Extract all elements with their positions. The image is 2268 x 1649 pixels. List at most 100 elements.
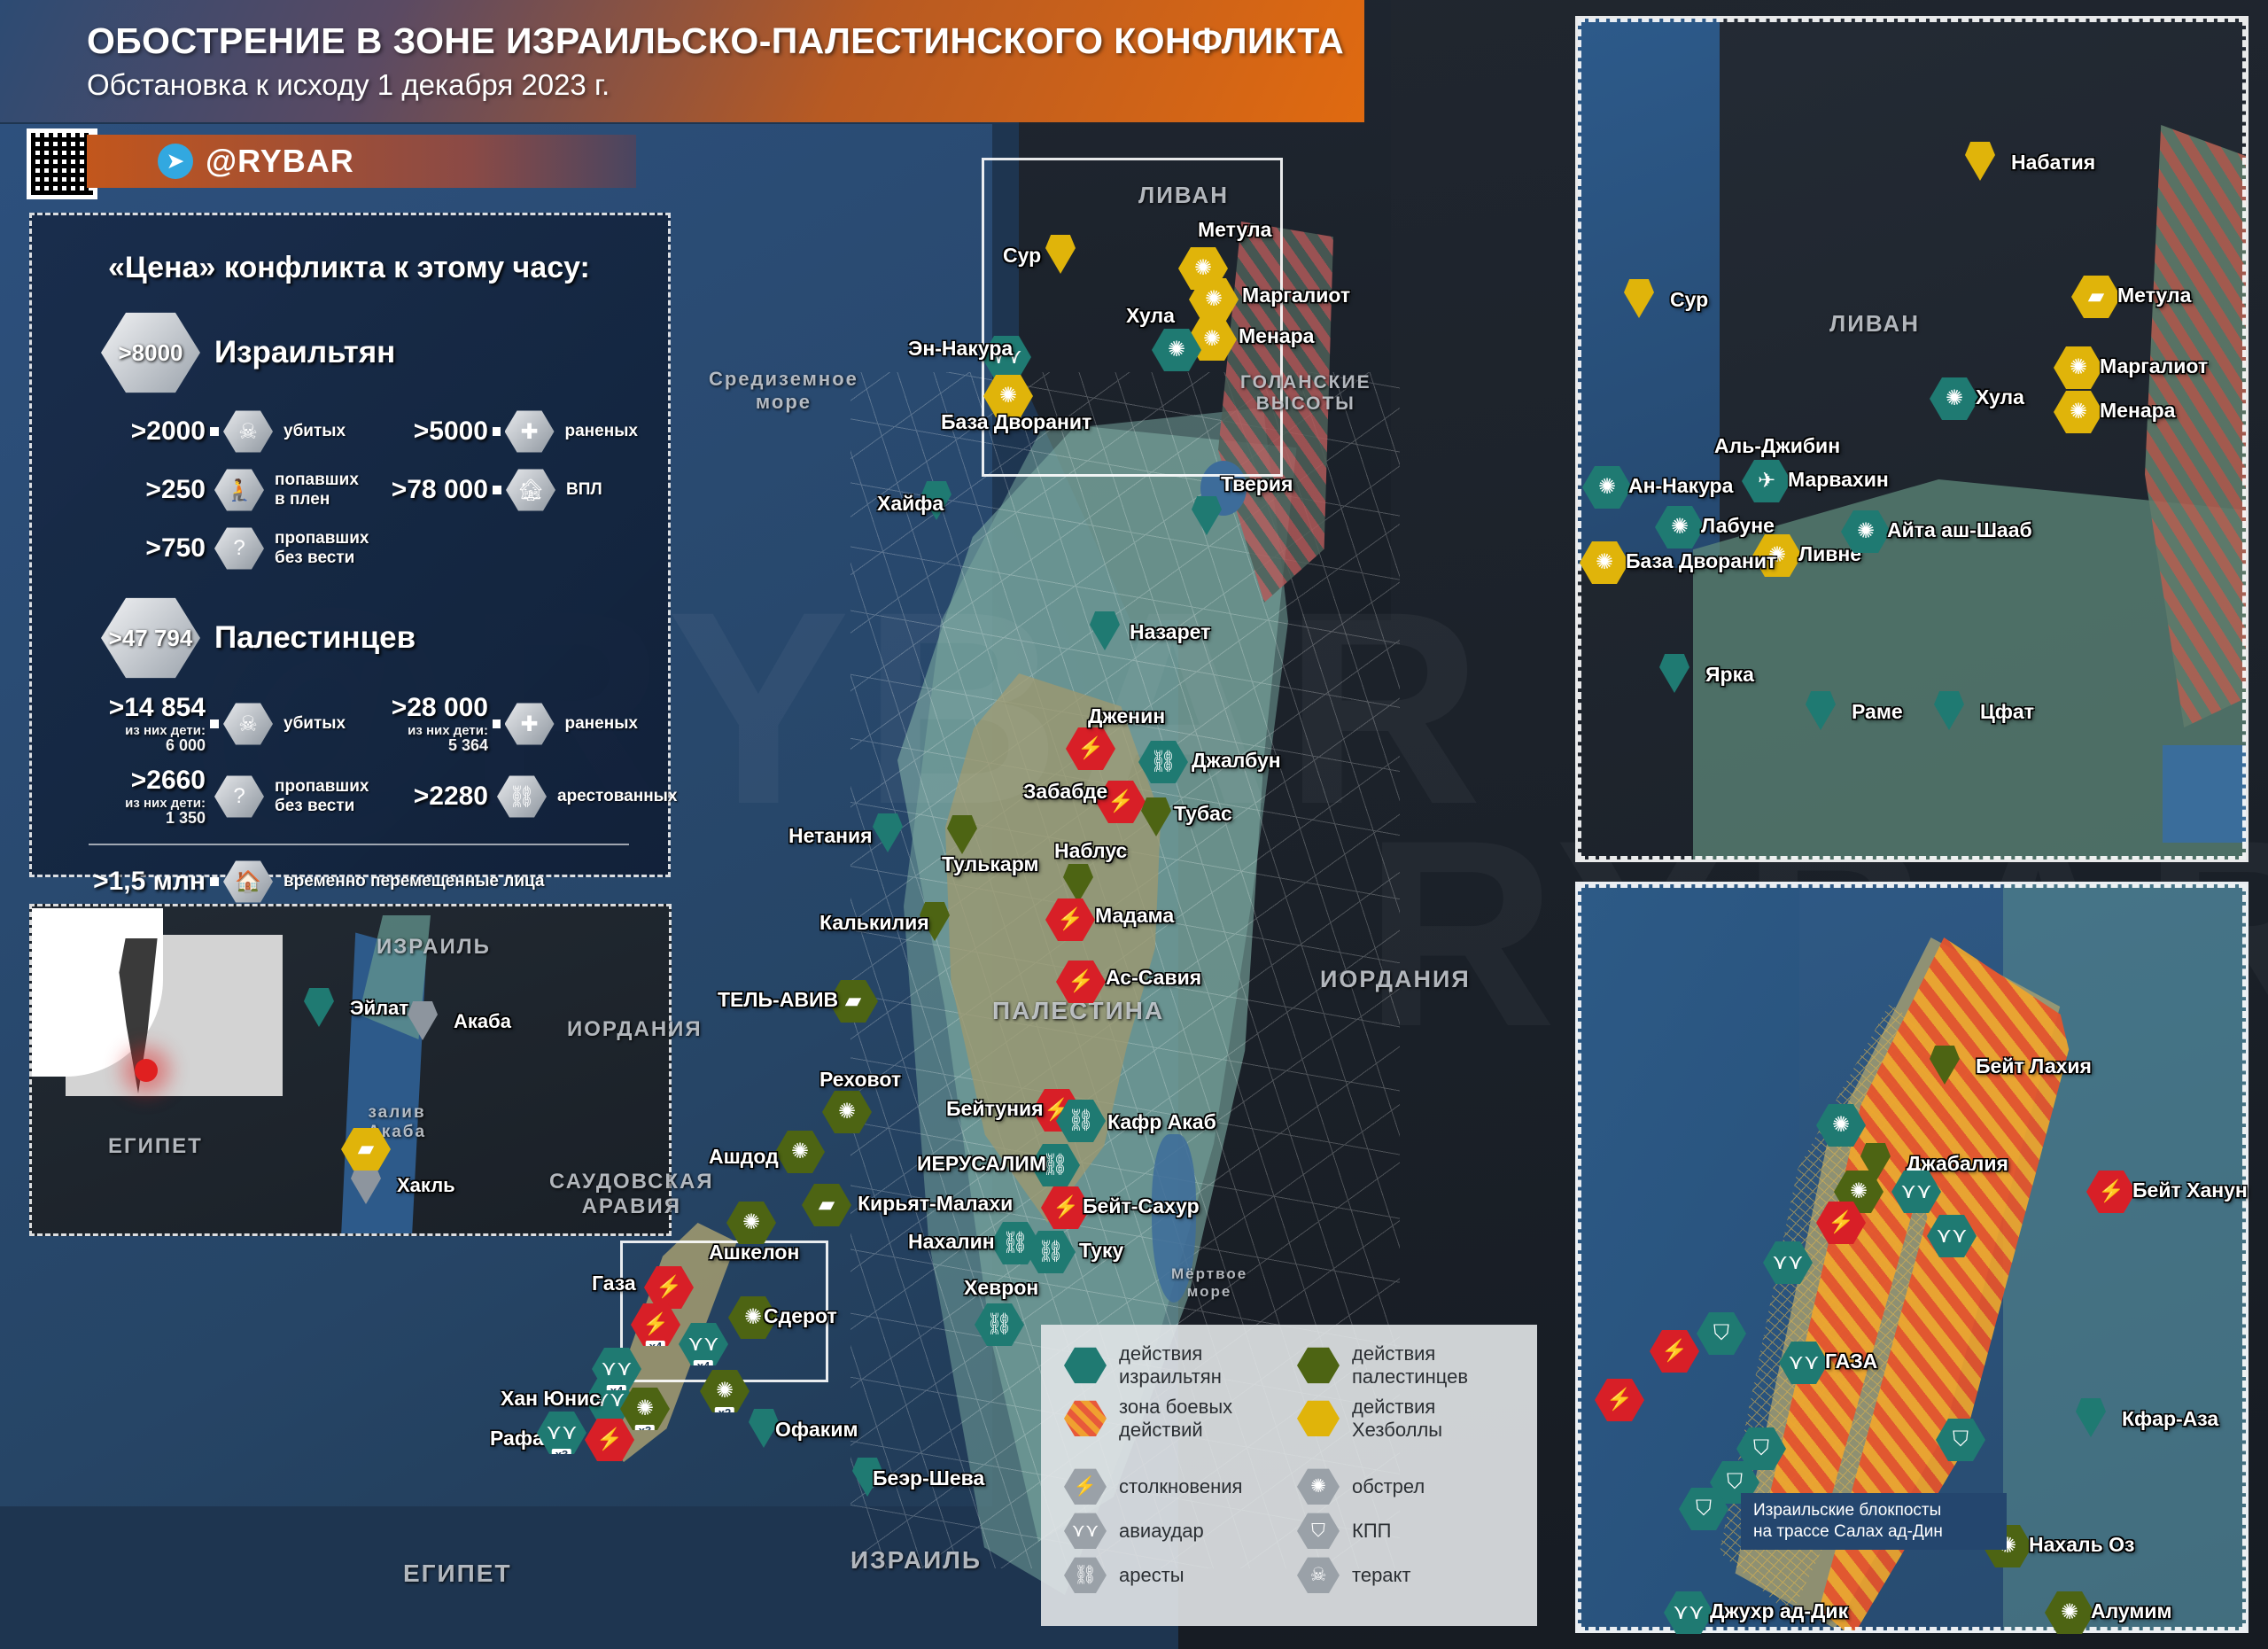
dead-sea — [1152, 1134, 1196, 1303]
place-label: Раме — [1852, 700, 1903, 723]
map-marker-explosion-icon[interactable]: ✺ — [983, 375, 1033, 417]
stat-cell: >14 854 из них дети: 6 000 ☠ убитых — [73, 695, 355, 754]
map-marker-explosion-icon[interactable]: ✺ — [1655, 506, 1705, 548]
stat-value: >250 — [145, 475, 206, 504]
stats-footer-row: >1,5 млн 🏠 временно перемещенные лица — [73, 860, 638, 904]
place-label: Газа — [592, 1272, 636, 1295]
stat-caption: арестованных — [557, 787, 678, 806]
map-marker-airstrike-icon[interactable]: ⋎⋎ — [1763, 1241, 1813, 1284]
place-label: Ан-Накура — [1628, 474, 1734, 497]
map-marker-handcuffs-icon[interactable]: ⛓ — [1026, 1231, 1076, 1273]
place-label: Менара — [2100, 399, 2176, 422]
legend-item: ⋎⋎ авиаудар — [1064, 1513, 1281, 1550]
skull-icon: ☠ — [223, 410, 273, 453]
map-marker-tank-icon[interactable]: ▰ — [341, 1128, 391, 1171]
map-marker-airstrike-icon[interactable]: ⋎⋎ — [982, 336, 1031, 378]
cross-icon: ✚ — [504, 703, 555, 745]
map-marker-handcuffs-icon[interactable]: ⛓ — [975, 1303, 1024, 1346]
place-label: Тубас — [1174, 802, 1232, 825]
map-marker-lightning-icon[interactable]: ⚡ — [1595, 1379, 1644, 1421]
country-label: ЛИВАН — [1829, 310, 1920, 337]
legend-label: действия израильтян — [1119, 1342, 1222, 1388]
palestinians-rows: >14 854 из них дети: 6 000 ☠ убитых >28 0… — [73, 695, 678, 827]
legend-label: аресты — [1119, 1563, 1184, 1586]
map-marker-lightning-icon[interactable]: ⚡ — [1650, 1330, 1699, 1373]
place-label: Маргалиот — [2100, 354, 2209, 377]
legend-item: действия Хезболлы — [1297, 1396, 1514, 1442]
place-label: Калькилия — [819, 911, 929, 934]
map-marker-checkpoint-icon[interactable]: ⛉ — [1679, 1488, 1728, 1530]
map-marker-drone-icon[interactable]: ✈ — [1742, 460, 1791, 502]
place-label: Кирьят-Малахи — [858, 1192, 1014, 1215]
map-marker-handcuffs-icon[interactable]: ⛓ — [1030, 1144, 1080, 1186]
country-label: Мёртвое море — [1171, 1265, 1248, 1300]
stat-value: >750 — [145, 533, 206, 563]
country-label: ЕГИПЕТ — [108, 1134, 203, 1158]
map-marker-handcuffs-icon[interactable]: ⛓ — [1056, 1100, 1106, 1142]
stats-group-israelis: >8000 Израильтян — [101, 310, 638, 395]
marker-count-badge: x3 — [551, 1449, 572, 1454]
map-marker-explosion-icon[interactable]: ✺ — [1152, 329, 1201, 371]
page-subtitle: Обстановка к исходу 1 декабря 2023 г. — [87, 68, 610, 101]
place-label: Мадама — [1095, 904, 1175, 927]
place-label: Хеврон — [964, 1276, 1039, 1299]
place-label: Офаким — [775, 1418, 858, 1441]
stat-value: >78 000 — [391, 475, 488, 504]
map-marker-checkpoint-icon[interactable]: ⛉ — [1697, 1312, 1746, 1355]
place-label: Хула — [1126, 304, 1175, 327]
place-label: Аль-Джибин — [1714, 434, 1841, 457]
stat-value: >5000 — [413, 416, 488, 446]
stat-value: >2280 — [413, 782, 488, 811]
handcuffs-icon: ⛓ — [497, 775, 547, 818]
map-marker-explosion-icon[interactable]: ✺ — [1582, 466, 1632, 509]
place-label: ГАЗА — [1825, 1350, 1878, 1373]
place-label: Ашкелон — [709, 1241, 800, 1264]
map-marker-handcuffs-icon[interactable]: ⛓ — [1138, 741, 1188, 783]
place-label: Эйлат — [350, 997, 409, 1019]
map-marker-lightning-icon[interactable]: ⚡ — [1066, 727, 1115, 770]
stat-caption: пропавших без вести — [275, 777, 369, 815]
marker-count-badge: x4 — [693, 1360, 714, 1365]
lebanon-border-inset — [1575, 16, 2249, 862]
place-label: Хан Юнис — [501, 1387, 601, 1410]
legend-item: ☠ теракт — [1297, 1557, 1514, 1594]
stat-cell: >250 🧎 попавших в плен — [73, 468, 359, 512]
map-marker-airstrike-icon[interactable]: ⋎⋎ — [1664, 1591, 1713, 1634]
hexagon-olive-icon — [1297, 1347, 1340, 1384]
brand-bar[interactable]: ➤ @RYBAR — [87, 135, 636, 188]
map-marker-lightning-icon[interactable]: ⚡ — [1096, 781, 1146, 823]
map-marker-lightning-icon[interactable]: ⚡ — [1045, 898, 1095, 941]
israelis-total-hex: >8000 — [101, 312, 200, 393]
map-marker-explosion-icon[interactable]: ✺ — [1752, 534, 1802, 577]
country-label: ИОРДАНИЯ — [567, 1017, 703, 1041]
legend-label: теракт — [1352, 1563, 1411, 1586]
stat-caption: убитых — [284, 422, 346, 441]
stat-caption: раненых — [564, 714, 639, 734]
map-marker-airstrike-icon[interactable]: ⋎⋎ — [1779, 1342, 1829, 1384]
legend-label: зона боевых действий — [1119, 1395, 1233, 1441]
map-marker-explosion-icon[interactable]: ✺ — [1580, 541, 1629, 584]
place-label: Ас-Савия — [1106, 966, 1202, 989]
place-label: Хайфа — [877, 492, 944, 515]
place-label: Беэр-Шева — [873, 1466, 985, 1490]
stat-value: >1,5 млн — [93, 867, 206, 896]
legend-label: действия палестинцев — [1352, 1342, 1469, 1388]
stats-row: >2000 ☠ убитых >5000 ✚ раненых — [73, 409, 638, 454]
casualty-stats-panel: «Цена» конфликта к этому часу: >8000 Изр… — [29, 213, 678, 903]
israelis-rows: >2000 ☠ убитых >5000 ✚ раненых >250 🧎 — [73, 409, 638, 571]
place-label: Менара — [1239, 324, 1315, 347]
place-label: Туку — [1079, 1239, 1124, 1262]
marker-count-badge: x3 — [634, 1425, 656, 1430]
place-label: Метула — [1198, 218, 1272, 241]
place-label: Назарет — [1130, 620, 1211, 643]
skull-icon: ☠ — [223, 703, 273, 745]
map-marker-lightning-icon[interactable]: ⚡ — [1041, 1186, 1091, 1229]
stat-cell: >28 000 из них дети: 5 364 ✚ раненых — [355, 695, 639, 754]
country-label: Средиземное море — [709, 368, 858, 413]
map-marker-lightning-icon[interactable]: ⚡ — [1056, 961, 1106, 1003]
place-label: Бейт Ханун — [2132, 1178, 2248, 1202]
overview-thumbnail — [32, 908, 283, 1096]
place-label: Акаба — [454, 1010, 511, 1032]
map-marker-explosion-icon[interactable]: ✺ — [1189, 278, 1239, 321]
country-label: ИЗРАИЛЬ — [377, 935, 491, 959]
